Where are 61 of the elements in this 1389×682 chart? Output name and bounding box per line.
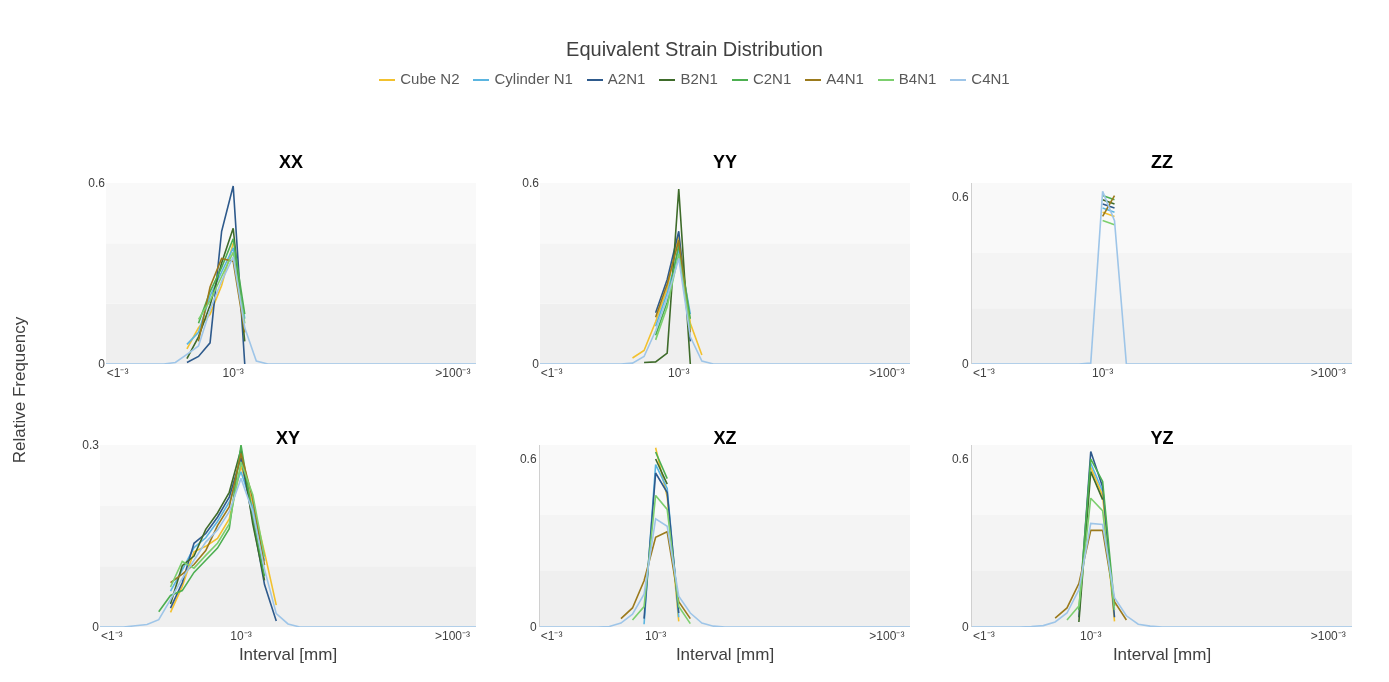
x-tick-label: 10⁻³ (644, 629, 667, 643)
y-tick-label: 0.6 (519, 452, 537, 467)
y-tick-label: 0 (532, 357, 540, 372)
line-series (540, 518, 910, 627)
x-tick-label: >100⁻³ (435, 366, 471, 380)
y-axis-title: Relative Frequency (10, 316, 30, 464)
x-tick-label: >100⁻³ (1310, 629, 1346, 643)
x-tick-label: >100⁻³ (869, 629, 905, 643)
y-tick-label: 0 (529, 620, 537, 635)
line-series (620, 531, 692, 620)
x-tick-label: <1⁻³ (973, 629, 995, 643)
chart-title: XZ (713, 428, 737, 449)
x-axis-title: Interval [mm] (238, 645, 338, 665)
x-tick-label: <1⁻³ (540, 366, 563, 380)
y-tick-label: 0 (961, 357, 969, 372)
x-tick-label: <1⁻³ (540, 629, 563, 643)
legend-label: C2N1 (752, 70, 792, 87)
line-series (540, 257, 910, 364)
y-tick-label: 0 (98, 357, 106, 372)
y-tick-label: 0 (961, 620, 969, 635)
x-tick-label: <1⁻³ (973, 366, 995, 380)
line-series (1066, 497, 1116, 621)
x-tick-label: 10⁻³ (222, 366, 244, 380)
x-tick-label: <1⁻³ (100, 629, 123, 643)
chart-title: YZ (1150, 428, 1174, 449)
y-tick-label: 0.3 (82, 438, 100, 453)
line-series (972, 522, 1352, 627)
legend-label: B2N1 (680, 70, 718, 87)
x-tick-label: >100⁻³ (434, 629, 471, 643)
legend-label: A4N1 (826, 70, 864, 87)
legend-label: A2N1 (607, 70, 646, 87)
legend-label: Cylinder N1 (494, 70, 573, 87)
text: Equivalent Strain Distribution (565, 38, 824, 61)
line-series (972, 190, 1352, 364)
x-tick-label: 10⁻³ (230, 629, 252, 643)
line-series (186, 242, 234, 350)
chart-title: XX (278, 152, 304, 173)
y-tick-label: 0.6 (951, 190, 969, 205)
x-tick-label: 10⁻³ (1080, 629, 1102, 643)
x-tick-label: <1⁻³ (106, 366, 129, 380)
y-tick-label: 0 (92, 620, 100, 635)
line-series (197, 257, 246, 343)
legend-label: B4N1 (898, 70, 937, 87)
chart-title: YY (712, 152, 738, 173)
x-axis-title: Interval [mm] (675, 645, 775, 665)
x-tick-label: >100⁻³ (1310, 366, 1346, 380)
line-series (106, 256, 476, 364)
y-tick-label: 0.6 (522, 176, 540, 191)
x-tick-label: >100⁻³ (869, 366, 905, 380)
x-tick-label: 10⁻³ (668, 366, 690, 380)
x-axis-title: Interval [mm] (1112, 645, 1212, 665)
x-tick-label: 10⁻³ (1091, 366, 1114, 380)
line-series (631, 494, 692, 625)
chart-title: ZZ (1151, 152, 1173, 173)
chart-title: XY (275, 428, 301, 449)
legend-label: Cube N2 (400, 70, 460, 87)
line-series (100, 477, 476, 627)
y-tick-label: 0.6 (88, 176, 106, 191)
legend-label: C4N1 (971, 70, 1010, 87)
y-tick-label: 0.6 (951, 452, 969, 467)
line-series (157, 445, 266, 613)
